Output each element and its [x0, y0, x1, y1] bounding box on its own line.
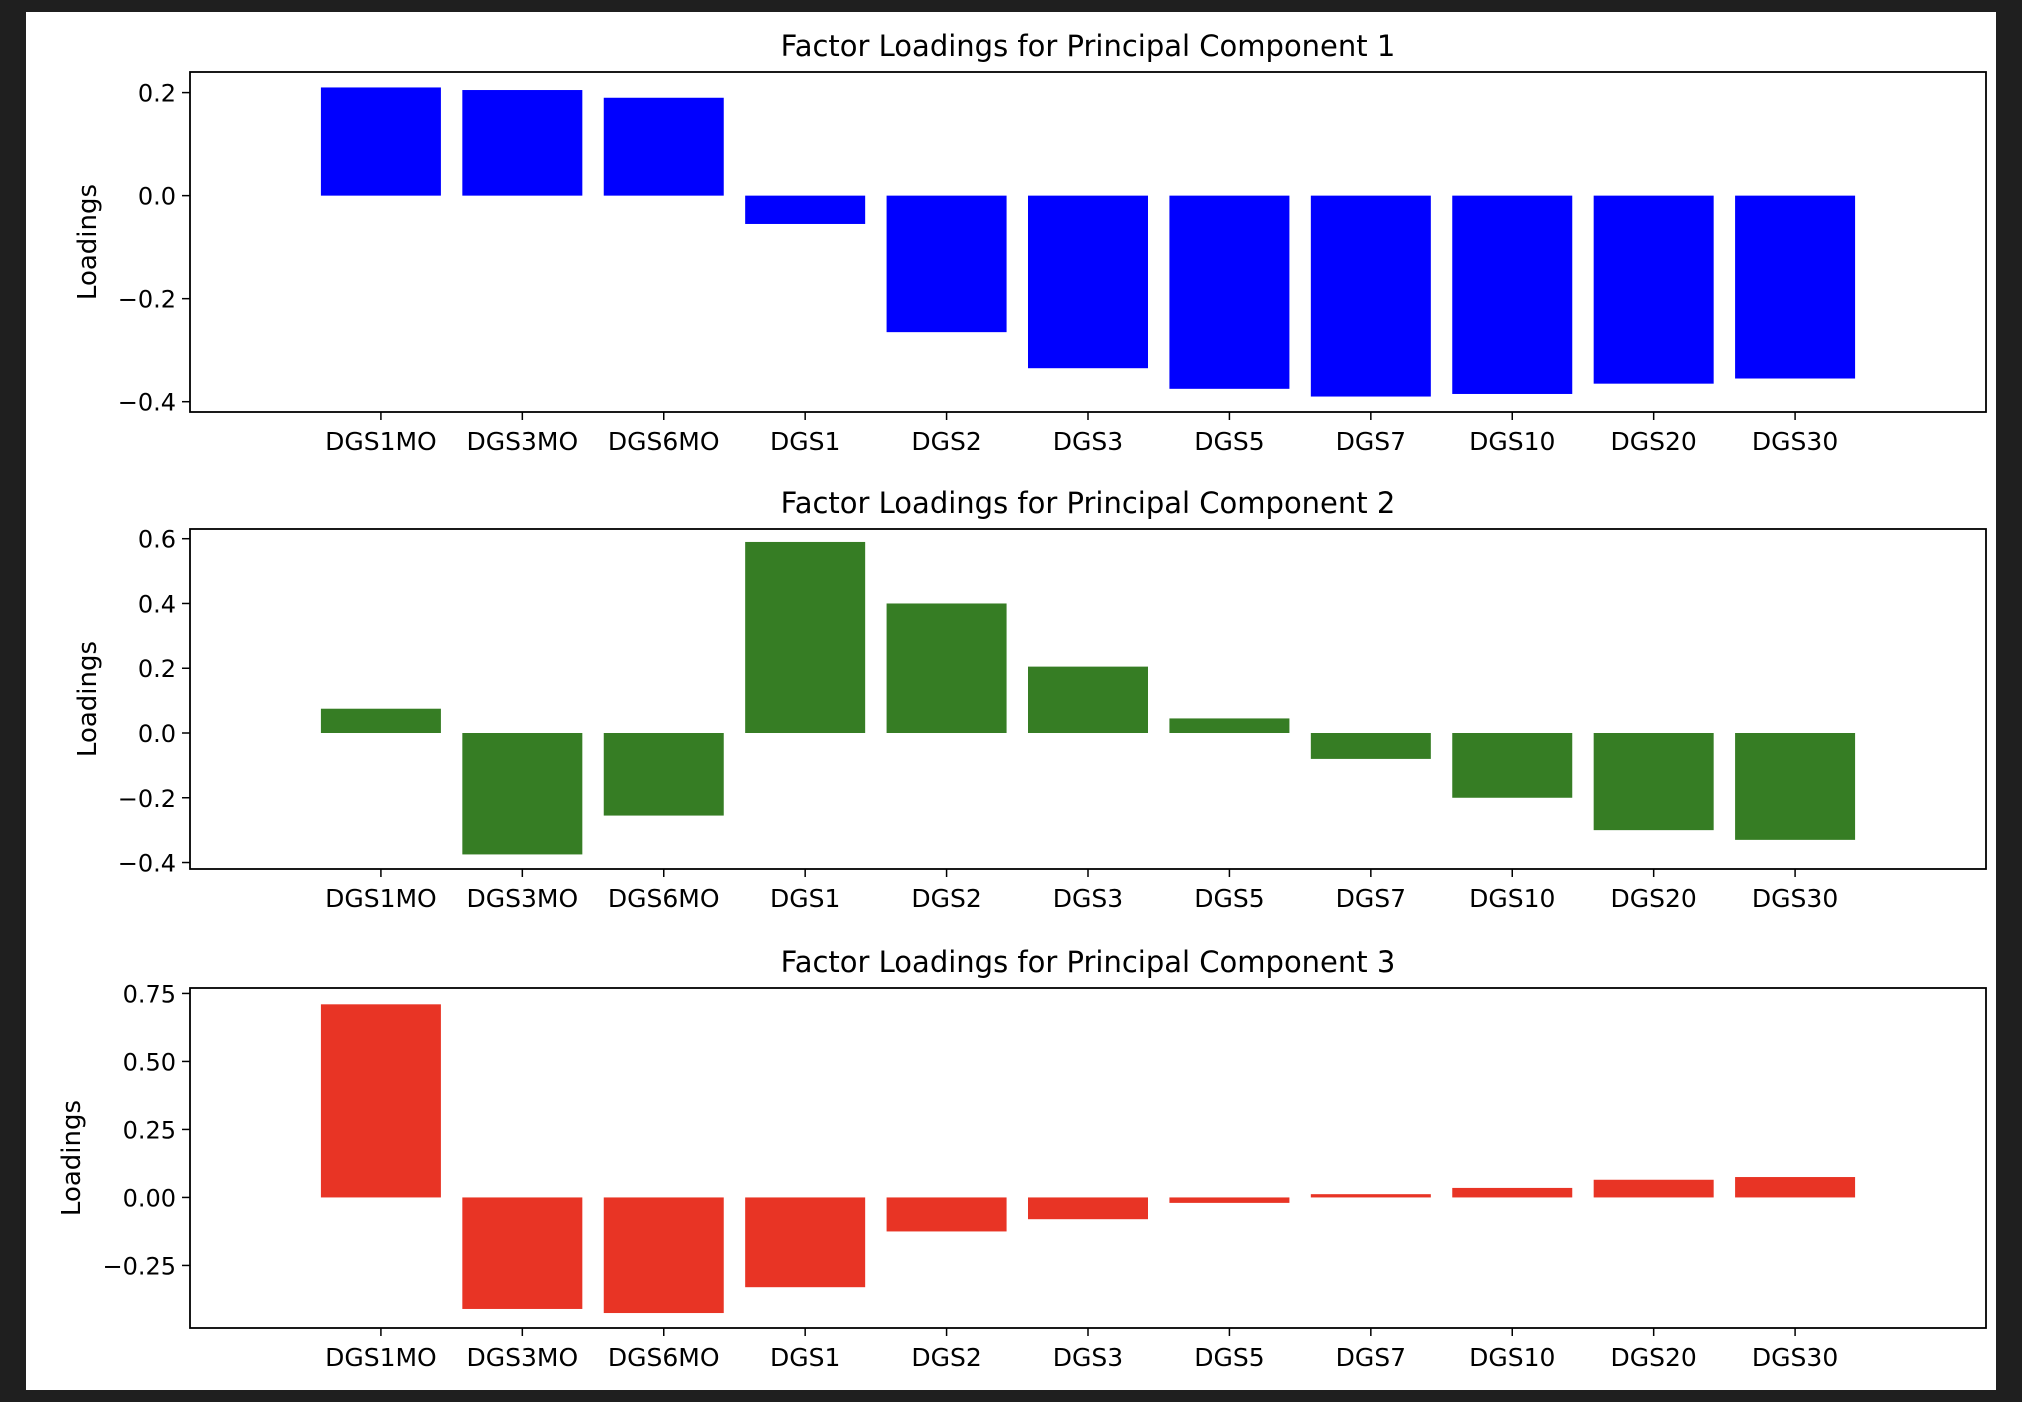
- bar-dgs2: [886, 603, 1007, 733]
- x-tick-label: DGS5: [1194, 427, 1264, 456]
- bar-dgs3mo: [462, 733, 583, 855]
- x-tick-label: DGS3: [1053, 427, 1123, 456]
- x-tick-label: DGS5: [1194, 884, 1264, 913]
- bar-dgs1mo: [320, 708, 441, 733]
- x-tick-label: DGS30: [1752, 427, 1838, 456]
- x-tick-label: DGS30: [1752, 1343, 1838, 1372]
- bar-dgs30: [1735, 733, 1856, 840]
- bar-dgs6mo: [603, 733, 724, 816]
- x-tick-label: DGS20: [1611, 427, 1697, 456]
- y-tick-label: 0.4: [138, 590, 176, 618]
- chart-title: Factor Loadings for Principal Component …: [781, 486, 1396, 520]
- x-tick-label: DGS20: [1611, 884, 1697, 913]
- x-tick-label: DGS6MO: [608, 884, 720, 913]
- bar-dgs7: [1310, 1194, 1431, 1198]
- x-tick-label: DGS20: [1611, 1343, 1697, 1372]
- bar-dgs1: [745, 195, 866, 224]
- x-tick-label: DGS7: [1336, 884, 1406, 913]
- x-tick-label: DGS1MO: [325, 1343, 437, 1372]
- bar-dgs3: [1028, 1197, 1148, 1220]
- x-tick-label: DGS10: [1469, 884, 1555, 913]
- bar-dgs30: [1735, 195, 1856, 379]
- chart-panel-1: Factor Loadings for Principal Component …: [73, 29, 1987, 456]
- bar-dgs10: [1452, 195, 1573, 394]
- x-tick-label: DGS3MO: [467, 1343, 579, 1372]
- y-tick-label: −0.4: [118, 389, 176, 417]
- bar-dgs1mo: [320, 1004, 441, 1198]
- y-tick-label: 0.00: [123, 1184, 176, 1212]
- bar-dgs3mo: [462, 90, 583, 196]
- bar-dgs2: [886, 1197, 1007, 1232]
- x-tick-label: DGS3MO: [467, 884, 579, 913]
- bar-dgs7: [1310, 733, 1431, 759]
- bar-dgs20: [1593, 733, 1714, 831]
- y-tick-label: −0.2: [118, 785, 176, 813]
- bar-dgs10: [1452, 733, 1573, 798]
- bar-dgs5: [1169, 195, 1290, 389]
- y-tick-label: −0.25: [102, 1252, 176, 1280]
- bar-dgs6mo: [603, 1197, 724, 1314]
- x-tick-label: DGS3: [1053, 884, 1123, 913]
- bar-dgs20: [1593, 1179, 1714, 1198]
- bar-dgs1: [745, 1197, 866, 1288]
- axes-frame: [189, 528, 1987, 870]
- y-axis-label: Loadings: [57, 1100, 87, 1216]
- x-tick-label: DGS2: [911, 1343, 981, 1372]
- chart-title: Factor Loadings for Principal Component …: [781, 29, 1396, 63]
- bar-dgs3mo: [462, 1197, 583, 1309]
- bar-dgs3: [1028, 666, 1148, 733]
- chart-figure: Factor Loadings for Principal Component …: [57, 29, 1987, 1372]
- x-tick-label: DGS6MO: [608, 1343, 720, 1372]
- x-tick-label: DGS10: [1469, 427, 1555, 456]
- bar-dgs30: [1735, 1177, 1856, 1198]
- bar-dgs5: [1169, 718, 1290, 733]
- y-tick-label: 0.0: [138, 720, 176, 748]
- bar-dgs20: [1593, 195, 1714, 384]
- y-tick-label: 0.2: [138, 80, 176, 108]
- x-tick-label: DGS30: [1752, 884, 1838, 913]
- x-tick-label: DGS2: [911, 884, 981, 913]
- x-tick-label: DGS1MO: [325, 427, 437, 456]
- y-tick-label: −0.4: [118, 850, 176, 878]
- bar-dgs3: [1028, 195, 1148, 369]
- figure: Factor Loadings for Principal Component …: [26, 12, 1996, 1390]
- x-tick-label: DGS1: [770, 1343, 840, 1372]
- chart-panel-2: Factor Loadings for Principal Component …: [73, 486, 1987, 913]
- y-tick-label: −0.2: [118, 286, 176, 314]
- y-tick-label: 0.2: [138, 655, 176, 683]
- x-tick-label: DGS5: [1194, 1343, 1264, 1372]
- x-tick-label: DGS6MO: [608, 427, 720, 456]
- y-tick-label: 0.0: [138, 183, 176, 211]
- y-axis-label: Loadings: [73, 184, 103, 300]
- x-tick-label: DGS7: [1336, 1343, 1406, 1372]
- x-tick-label: DGS1: [770, 427, 840, 456]
- x-tick-label: DGS10: [1469, 1343, 1555, 1372]
- axes-frame: [189, 987, 1987, 1329]
- chart-title: Factor Loadings for Principal Component …: [781, 945, 1396, 979]
- bar-dgs5: [1169, 1197, 1290, 1203]
- x-tick-label: DGS1MO: [325, 884, 437, 913]
- y-axis-label: Loadings: [73, 641, 103, 757]
- x-tick-label: DGS3MO: [467, 427, 579, 456]
- bar-dgs1mo: [320, 87, 441, 196]
- bar-dgs2: [886, 195, 1007, 333]
- x-tick-label: DGS7: [1336, 427, 1406, 456]
- x-tick-label: DGS2: [911, 427, 981, 456]
- y-tick-label: 0.25: [123, 1116, 176, 1144]
- axes-frame: [189, 71, 1987, 413]
- x-tick-label: DGS3: [1053, 1343, 1123, 1372]
- y-tick-label: 0.75: [123, 980, 176, 1008]
- y-tick-label: 0.50: [123, 1048, 176, 1076]
- chart-panel-3: Factor Loadings for Principal Component …: [57, 945, 1987, 1372]
- y-tick-label: 0.6: [138, 526, 176, 554]
- bar-dgs6mo: [603, 97, 724, 196]
- bar-dgs1: [745, 541, 866, 733]
- bar-dgs10: [1452, 1187, 1573, 1198]
- x-tick-label: DGS1: [770, 884, 840, 913]
- bar-dgs7: [1310, 195, 1431, 397]
